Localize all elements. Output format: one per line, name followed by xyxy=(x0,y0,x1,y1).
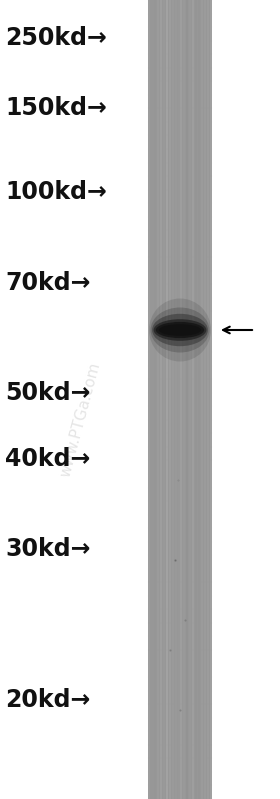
Ellipse shape xyxy=(154,319,206,341)
Text: 50kd→: 50kd→ xyxy=(5,381,90,405)
Ellipse shape xyxy=(159,324,201,336)
Ellipse shape xyxy=(149,299,211,361)
Text: 30kd→: 30kd→ xyxy=(5,537,90,561)
Bar xyxy=(148,0,212,799)
Text: 40kd→: 40kd→ xyxy=(5,447,90,471)
Text: 20kd→: 20kd→ xyxy=(5,688,90,712)
Ellipse shape xyxy=(163,326,197,334)
Text: 250kd→: 250kd→ xyxy=(5,26,107,50)
Text: 150kd→: 150kd→ xyxy=(5,96,107,120)
Text: 70kd→: 70kd→ xyxy=(5,271,90,295)
Ellipse shape xyxy=(152,314,208,346)
Ellipse shape xyxy=(156,322,204,338)
Ellipse shape xyxy=(151,308,209,352)
Text: www.PTGa.com: www.PTGa.com xyxy=(57,361,102,479)
Text: 100kd→: 100kd→ xyxy=(5,180,107,204)
